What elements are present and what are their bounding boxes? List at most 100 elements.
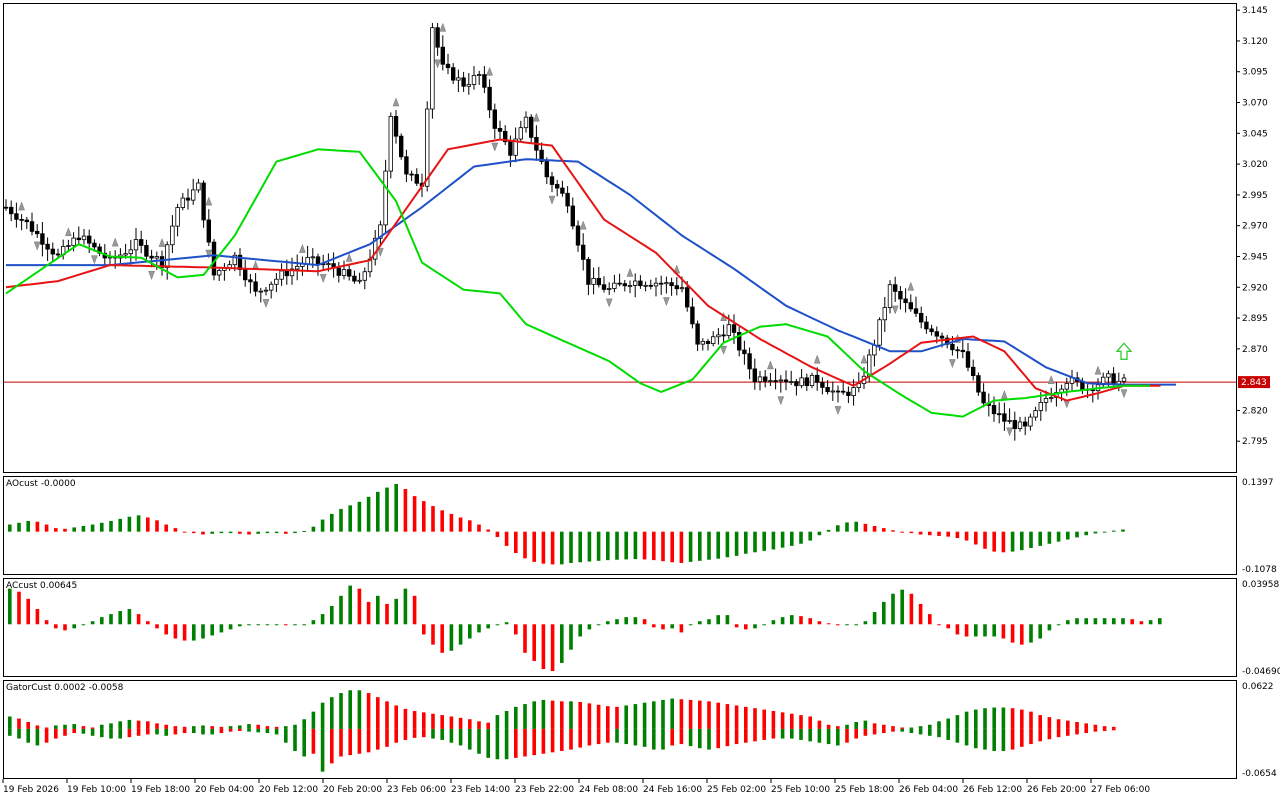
gator-pane[interactable]: [3, 680, 1237, 779]
gator-lower-bar: [1047, 728, 1052, 740]
down-fractal: [377, 247, 384, 257]
ac-bar: [431, 624, 435, 645]
gator-lower-bar: [744, 728, 748, 743]
gator-lower-bar: [118, 728, 122, 739]
gator-lower-bar: [523, 728, 527, 757]
ac-bar: [293, 624, 297, 626]
ao-bar: [578, 531, 582, 563]
gator-upper-bar: [799, 715, 803, 729]
bear-candle: [544, 161, 549, 178]
bear-candle: [336, 267, 341, 276]
gator-scale-max: 0.0622: [1242, 682, 1274, 692]
bear-candle: [185, 197, 191, 201]
ac-bar: [946, 624, 950, 629]
ao-bar: [596, 531, 601, 561]
ac-bar: [928, 614, 932, 625]
bull-candle: [716, 334, 721, 338]
bull-candle: [263, 289, 269, 292]
bear-candle: [35, 230, 40, 235]
bear-candle: [492, 109, 497, 129]
ac-bar: [514, 624, 518, 635]
alligator-lines: [5, 138, 1176, 418]
bear-candle: [622, 283, 627, 287]
ac-bar: [1139, 621, 1144, 625]
ac-bar: [127, 609, 132, 625]
gator-lower-bar: [642, 728, 647, 747]
ac-bar: [679, 624, 684, 633]
ac-bar: [836, 624, 840, 626]
gator-lower-bar: [81, 728, 86, 734]
gator-upper-bar: [164, 724, 168, 729]
gator-lower-bar: [311, 728, 316, 754]
bear-candle: [539, 149, 544, 162]
ao-pane[interactable]: [3, 476, 1237, 575]
ac-bar: [173, 624, 178, 639]
bear-candle: [674, 285, 679, 290]
time-axis: 19 Feb 2026 19 Feb 10:00 19 Feb 18:00 20 Fe…: [2, 779, 1150, 795]
time-label: 24 Feb 16:00: [643, 785, 702, 795]
ao-bar: [182, 531, 187, 533]
gator-lower-bar: [1084, 728, 1088, 734]
gator-lower-bar: [100, 728, 104, 738]
ao-bar: [495, 531, 500, 538]
ac-bar: [532, 624, 536, 661]
gator-upper-bar: [81, 726, 86, 729]
gator-lower-bar: [946, 728, 950, 740]
gator-upper-bar: [541, 699, 546, 729]
ao-bar: [247, 531, 251, 535]
bear-candle: [742, 349, 747, 355]
ao-scale-min: -0.1078: [1242, 565, 1277, 575]
time-label: 19 Feb 18:00: [131, 785, 190, 795]
gator-lower-bar: [477, 728, 481, 754]
gator-upper-bar: [514, 706, 518, 729]
ao-bar: [1121, 529, 1125, 532]
bear-candle: [690, 306, 695, 325]
bear-candle: [560, 187, 565, 194]
bull-candle: [591, 277, 596, 285]
bear-candle: [461, 77, 466, 87]
bear-candle: [76, 237, 81, 241]
bear-candle: [409, 173, 414, 176]
ao-label: AOcust -0.0000: [6, 479, 76, 489]
bear-candle: [804, 377, 809, 387]
bull-candle: [1007, 420, 1012, 422]
ao-bar: [514, 531, 518, 554]
ac-bar: [1047, 624, 1052, 631]
bear-candle: [404, 156, 409, 175]
price-scale-label: 3.045: [1242, 129, 1268, 139]
ac-bar: [771, 620, 776, 625]
gator-upper-bar: [900, 727, 904, 729]
bull-candle: [456, 77, 461, 81]
ao-bar: [780, 531, 785, 548]
gator-upper-bar: [523, 704, 527, 729]
down-fractal: [1120, 389, 1128, 399]
ao-bar: [679, 531, 684, 563]
ac-bar: [1084, 618, 1088, 625]
ao-bar: [688, 531, 693, 562]
ao-bar: [201, 531, 205, 535]
gator-upper-bar: [394, 705, 398, 729]
bull-candle: [872, 344, 877, 356]
ac-bar: [228, 624, 233, 630]
price-scale-label: 3.145: [1242, 6, 1268, 16]
gator-lower-bar: [817, 728, 822, 743]
gator-lower-bar: [366, 728, 371, 753]
gator-upper-bar: [974, 709, 978, 729]
bear-candle: [138, 239, 144, 246]
ao-bar: [532, 531, 536, 562]
bear-candle: [92, 242, 97, 248]
ao-bar: [274, 531, 279, 534]
bear-candle: [773, 380, 778, 382]
bull-candle: [523, 116, 529, 129]
gator-upper-bar: [661, 699, 665, 729]
ac-bar: [790, 615, 794, 625]
ac-bar: [955, 624, 960, 635]
ac-label: ACcust 0.00645: [6, 581, 78, 591]
gator-lower-bar: [182, 728, 187, 734]
ac-bar: [762, 624, 766, 626]
ac-pane[interactable]: [3, 578, 1237, 677]
ao-bar: [974, 531, 978, 545]
price-scale-label: 2.820: [1242, 406, 1268, 416]
